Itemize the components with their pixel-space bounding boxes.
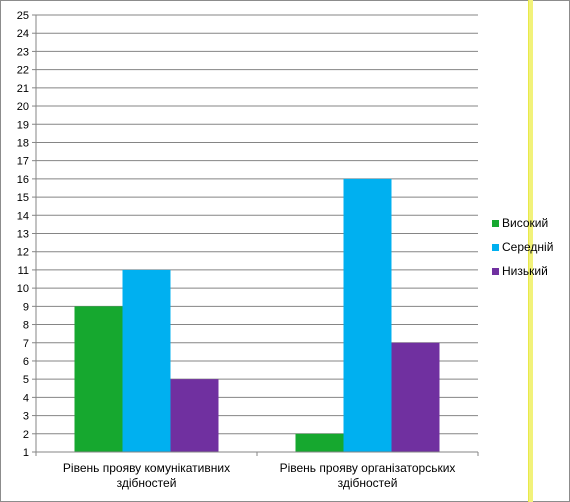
y-tick-label: 11 [18,265,29,277]
bar-2-2 [343,178,392,452]
y-tick-label: 6 [23,356,29,368]
y-tick-label: 10 [17,283,29,295]
legend-label-3: Низький [502,264,548,278]
legend: Високий Середній Низький [492,216,553,278]
category-label-line: здібностей [338,476,398,490]
x-axis: Рівень прояву комунікативних здібностейРі… [35,15,479,490]
legend-swatch-2 [492,244,499,251]
y-tick-label: 16 [17,174,29,186]
y-tick-label: 15 [17,192,29,204]
legend-label-2: Середній [502,240,553,254]
bar-3-1 [170,379,219,452]
bars [74,178,440,452]
legend-swatch-1 [492,220,499,227]
bar-2-1 [122,269,171,452]
category-label-2: Рівень прояву організаторських здібностей [280,461,456,490]
y-tick-label: 14 [17,210,29,222]
bar-1-1 [74,306,123,452]
legend-label-1: Високий [502,216,548,230]
y-tick-label: 21 [17,83,29,95]
y-tick-label: 9 [23,301,29,313]
y-tick-label: 4 [23,392,29,404]
legend-swatch-3 [492,268,499,275]
y-tick-label: 24 [17,28,29,40]
category-label-line: Рівень прояву комунікативних [63,461,230,475]
y-tick-label: 22 [17,65,29,77]
y-tick-label: 13 [17,229,29,241]
y-tick-label: 25 [17,10,29,22]
category-label-line: здібностей [117,476,177,490]
bar-3-2 [391,342,440,452]
y-tick-label: 3 [23,411,29,423]
y-tick-label: 12 [17,247,29,259]
category-label-line: Рівень прояву організаторських [280,461,456,475]
y-tick-label: 1 [23,447,29,459]
y-tick-label: 17 [17,156,29,168]
y-tick-label: 20 [17,101,29,113]
y-tick-label: 23 [17,46,29,58]
y-axis-ticks: 1234567891011121314151617181920212223242… [17,10,36,459]
y-tick-label: 5 [23,374,29,386]
highlight-line [528,0,533,502]
y-tick-label: 7 [23,338,29,350]
y-tick-label: 19 [17,119,29,131]
y-tick-label: 18 [17,137,29,149]
category-label-1: Рівень прояву комунікативних здібностей [63,461,230,490]
y-tick-label: 2 [23,429,29,441]
y-tick-label: 8 [23,320,29,332]
bar-1-2 [295,433,344,452]
